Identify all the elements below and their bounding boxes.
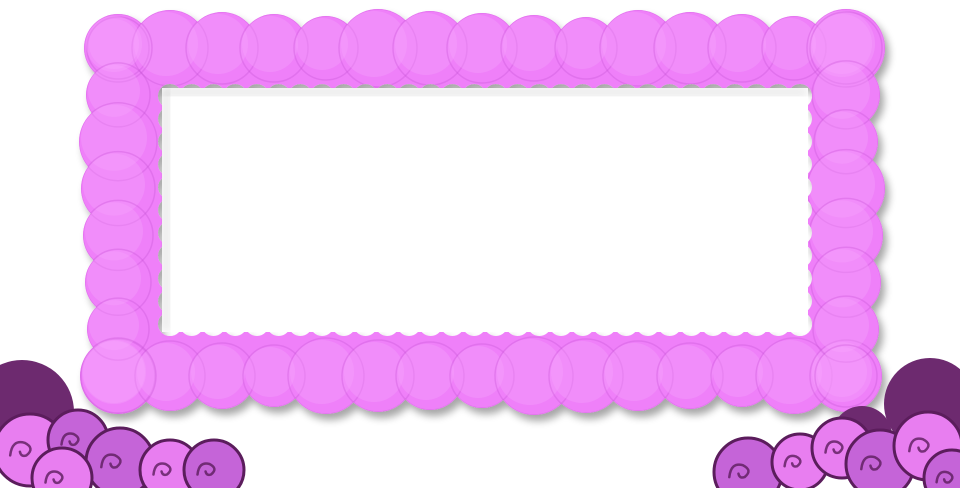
frame-window-shadow	[162, 88, 808, 332]
frame-window	[162, 88, 808, 332]
frame-lump-shading	[78, 8, 886, 416]
cloud-cluster-left	[0, 360, 246, 488]
cloud-cluster-right	[712, 358, 960, 488]
